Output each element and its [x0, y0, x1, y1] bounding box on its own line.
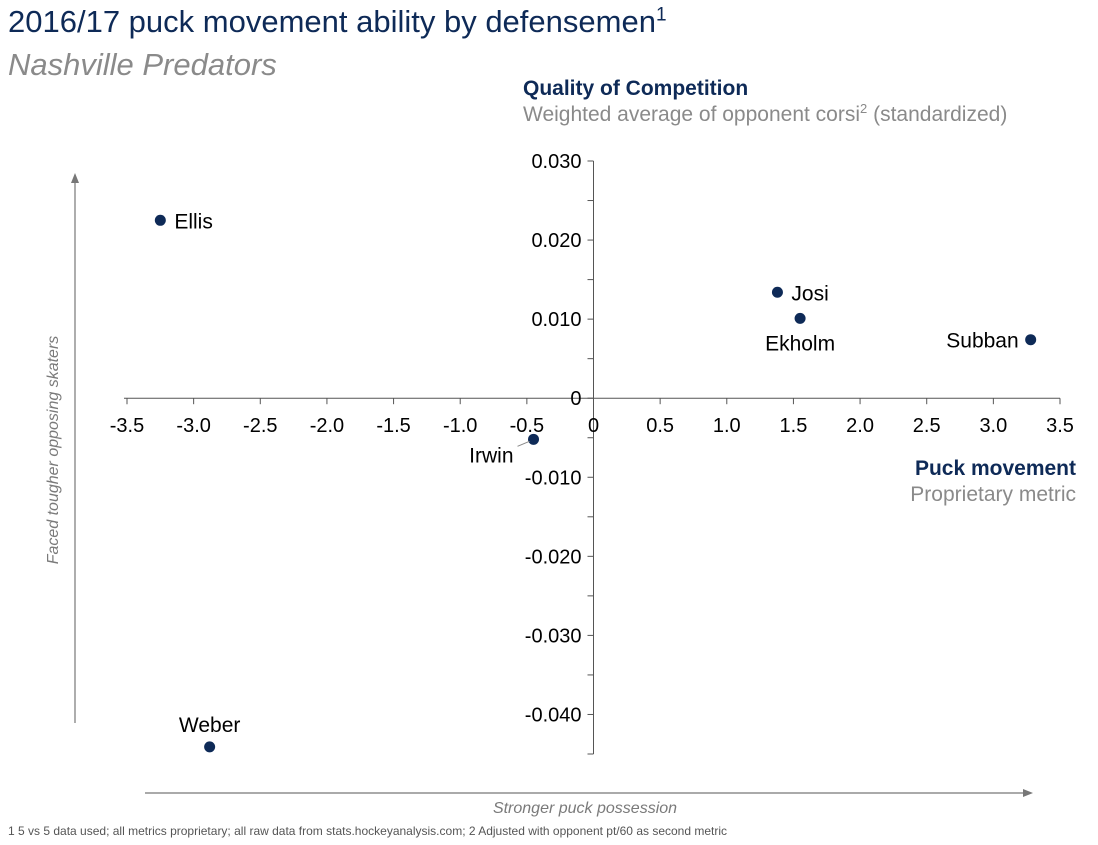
y-tick-label: -0.040: [525, 704, 582, 726]
x-axis-title: Puck movement: [914, 457, 1076, 480]
y-guide-label: Faced tougher opposing skaters: [45, 336, 62, 565]
x-tick-label: -2.5: [243, 415, 277, 437]
x-tick-label: -3.0: [176, 415, 210, 437]
y-axis-title: Quality of Competition: [523, 77, 749, 100]
x-axis-ticks: -3.5 -3.0 -2.5 -2.0 -1.5 -1.0 -0.5 0 0.5 1.0 1.5 2.…: [110, 398, 1074, 437]
y-tick-label: -0.030: [525, 625, 582, 647]
x-tick-label: 3.5: [1046, 415, 1074, 437]
data-point: [528, 433, 540, 445]
y-tick-label: -0.020: [525, 546, 582, 568]
data-label: Irwin: [469, 444, 513, 467]
x-guide-label: Stronger puck possession: [493, 800, 677, 817]
y-tick-label: 0.010: [531, 309, 581, 331]
y-axis-subtitle: Weighted average of opponent corsi2 (sta…: [523, 101, 1008, 126]
x-tick-label: -2.0: [310, 415, 344, 437]
x-tick-label: 0.5: [646, 415, 674, 437]
data-point: [794, 312, 806, 324]
data-point: [204, 741, 216, 753]
x-tick-label: 3.0: [979, 415, 1007, 437]
x-tick-label: -0.5: [510, 415, 544, 437]
data-points: Ellis Irwin Josi Ekholm Subban Weber: [154, 210, 1037, 753]
x-axis-subtitle: Proprietary metric: [910, 483, 1076, 506]
chart-subtitle: Nashville Predators: [8, 47, 277, 82]
x-tick-label: -1.5: [376, 415, 410, 437]
x-tick-label: 2.5: [913, 415, 941, 437]
y-tick-label: -0.010: [525, 467, 582, 489]
x-tick-label: 1.5: [780, 415, 808, 437]
data-label: Ellis: [174, 210, 213, 233]
y-tick-label: 0: [570, 388, 581, 410]
x-tick-label: -1.0: [443, 415, 477, 437]
y-axis-ticks: 0.030 0.020 0.010 0 -0.010 -0.020 -0.030 -0.040: [525, 151, 594, 755]
x-tick-label: -3.5: [110, 415, 144, 437]
chart-title: 2016/17 puck movement ability by defense…: [8, 4, 667, 39]
data-label: Josi: [791, 282, 828, 305]
footnote: 1 5 vs 5 data used; all metrics propriet…: [8, 824, 728, 838]
y-axis-footnote-marker: 2: [860, 101, 868, 116]
data-point: [1025, 334, 1037, 346]
data-label-leader: [517, 440, 530, 447]
x-tick-label: 1.0: [713, 415, 741, 437]
x-tick-label: 2.0: [846, 415, 874, 437]
data-label: Weber: [179, 714, 240, 737]
data-point: [154, 214, 166, 226]
y-tick-label: 0.020: [531, 230, 581, 252]
data-label: Subban: [946, 330, 1018, 353]
data-point: [771, 286, 783, 298]
y-tick-label: 0.030: [531, 151, 581, 173]
data-label: Ekholm: [765, 332, 835, 355]
title-footnote-marker: 1: [655, 4, 667, 26]
x-tick-label: 0: [588, 415, 599, 437]
